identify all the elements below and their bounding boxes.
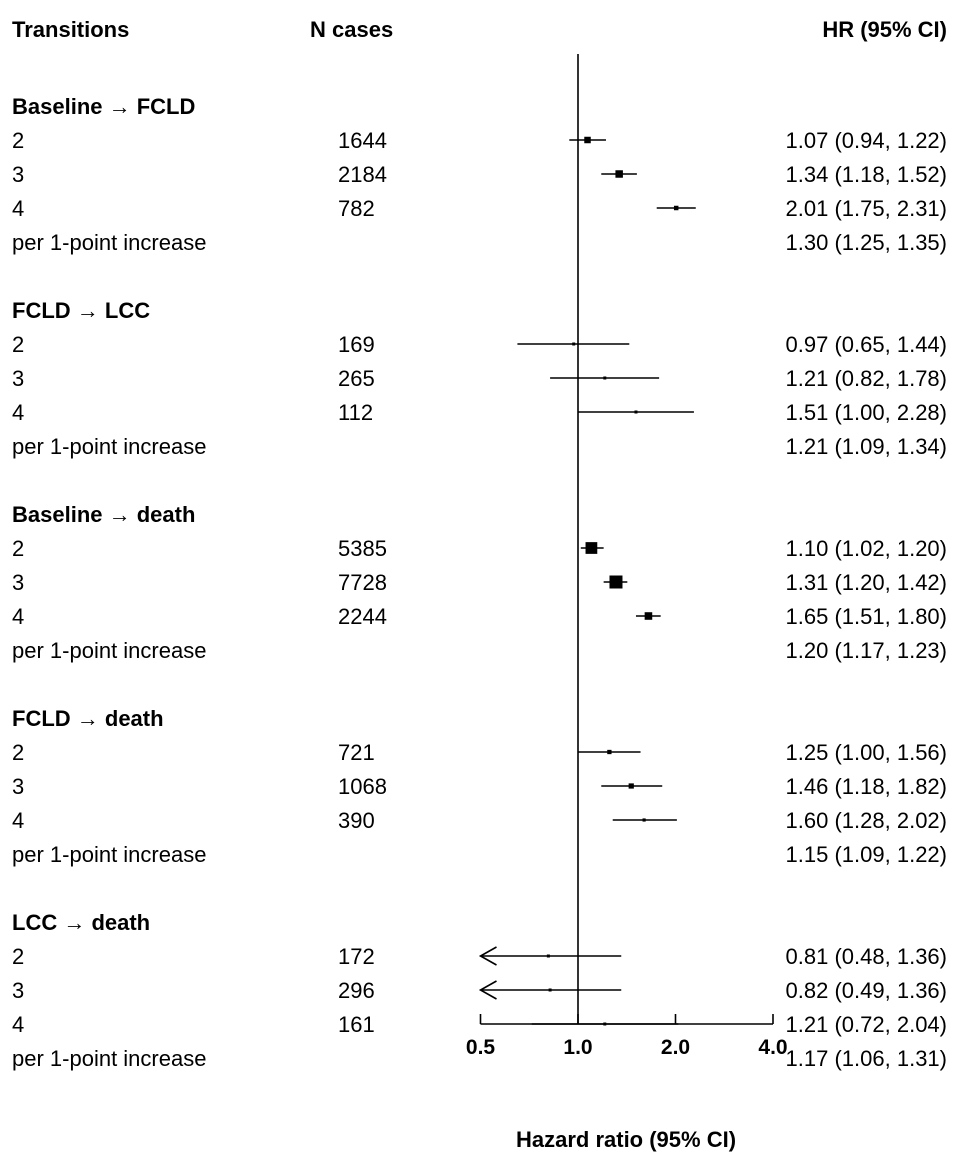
group-title: LCC → death: [12, 910, 150, 935]
row-label: 2: [12, 536, 24, 561]
row-label: 3: [12, 774, 24, 799]
x-tick-label: 2.0: [661, 1036, 690, 1059]
row-hr-text: 1.65 (1.51, 1.80): [786, 604, 947, 629]
point-estimate: [628, 783, 634, 789]
ci-arrow-left: [478, 980, 497, 1000]
row-hr-text: 0.81 (0.48, 1.36): [786, 944, 947, 969]
row-n-cases: 161: [338, 1012, 375, 1037]
row-n-cases: 2184: [338, 162, 387, 187]
row-hr-text: 1.17 (1.06, 1.31): [786, 1046, 947, 1071]
row-n-cases: 721: [338, 740, 375, 765]
row-label: 2: [12, 128, 24, 153]
row-hr-text: 1.21 (1.09, 1.34): [786, 434, 947, 459]
row-label: 4: [12, 604, 24, 629]
row-hr-text: 1.21 (0.72, 2.04): [786, 1012, 947, 1037]
row-hr-text: 1.21 (0.82, 1.78): [786, 366, 947, 391]
row-label: per 1-point increase: [12, 230, 206, 255]
group-title: Baseline → death: [12, 502, 195, 527]
point-estimate: [644, 612, 653, 620]
row-label: 3: [12, 366, 24, 391]
row-label: 2: [12, 332, 24, 357]
row-label: 4: [12, 196, 24, 221]
x-tick-label: 0.5: [466, 1036, 496, 1059]
row-hr-text: 1.46 (1.18, 1.82): [786, 774, 947, 799]
row-n-cases: 390: [338, 808, 375, 833]
row-hr-text: 1.25 (1.00, 1.56): [786, 740, 947, 765]
row-n-cases: 5385: [338, 536, 387, 561]
row-label: per 1-point increase: [12, 842, 206, 867]
row-hr-text: 0.97 (0.65, 1.44): [786, 332, 947, 357]
row-label: 4: [12, 400, 24, 425]
group-title: FCLD → death: [12, 706, 164, 731]
row-n-cases: 1068: [338, 774, 387, 799]
point-estimate: [607, 749, 612, 755]
point-estimate: [585, 542, 598, 554]
row-n-cases: 2244: [338, 604, 387, 629]
row-n-cases: 296: [338, 978, 375, 1003]
row-label: per 1-point increase: [12, 1046, 206, 1071]
header-n-cases: N cases: [310, 17, 393, 42]
row-hr-text: 1.60 (1.28, 2.02): [786, 808, 947, 833]
row-n-cases: 172: [338, 944, 375, 969]
header-hr: HR (95% CI): [822, 17, 947, 42]
point-estimate: [609, 575, 623, 589]
x-axis-title: Hazard ratio (95% CI): [516, 1127, 736, 1152]
row-hr-text: 1.10 (1.02, 1.20): [786, 536, 947, 561]
point-estimate: [634, 410, 638, 414]
row-n-cases: 112: [338, 400, 373, 425]
row-n-cases: 782: [338, 196, 375, 221]
point-estimate: [603, 376, 607, 380]
row-label: 4: [12, 808, 24, 833]
row-n-cases: 265: [338, 366, 375, 391]
row-label: per 1-point increase: [12, 638, 206, 663]
row-hr-text: 1.20 (1.17, 1.23): [786, 638, 947, 663]
row-label: 3: [12, 570, 24, 595]
row-n-cases: 1644: [338, 128, 387, 153]
point-estimate: [615, 170, 623, 178]
group-title: Baseline → FCLD: [12, 94, 195, 119]
row-label: 3: [12, 978, 24, 1003]
row-label: 2: [12, 944, 24, 969]
x-tick-label: 1.0: [563, 1036, 592, 1059]
point-estimate: [584, 136, 591, 144]
row-n-cases: 7728: [338, 570, 387, 595]
group-title: FCLD → LCC: [12, 298, 150, 323]
row-hr-text: 1.51 (1.00, 2.28): [786, 400, 947, 425]
row-label: 3: [12, 162, 24, 187]
row-hr-text: 0.82 (0.49, 1.36): [786, 978, 947, 1003]
row-label: per 1-point increase: [12, 434, 206, 459]
row-label: 4: [12, 1012, 24, 1037]
point-estimate: [548, 988, 552, 992]
row-hr-text: 1.07 (0.94, 1.22): [786, 128, 947, 153]
header-transitions: Transitions: [12, 17, 129, 42]
point-estimate: [572, 342, 576, 346]
row-hr-text: 1.34 (1.18, 1.52): [786, 162, 947, 187]
point-estimate: [546, 954, 550, 958]
row-n-cases: 169: [338, 332, 375, 357]
row-hr-text: 1.30 (1.25, 1.35): [786, 230, 947, 255]
row-label: 2: [12, 740, 24, 765]
row-hr-text: 2.01 (1.75, 2.31): [786, 196, 947, 221]
row-hr-text: 1.31 (1.20, 1.42): [786, 570, 947, 595]
point-estimate: [642, 818, 646, 822]
row-hr-text: 1.15 (1.09, 1.22): [786, 842, 947, 867]
x-tick-label: 4.0: [758, 1036, 787, 1059]
point-estimate: [673, 205, 679, 211]
ci-arrow-left: [478, 946, 497, 966]
